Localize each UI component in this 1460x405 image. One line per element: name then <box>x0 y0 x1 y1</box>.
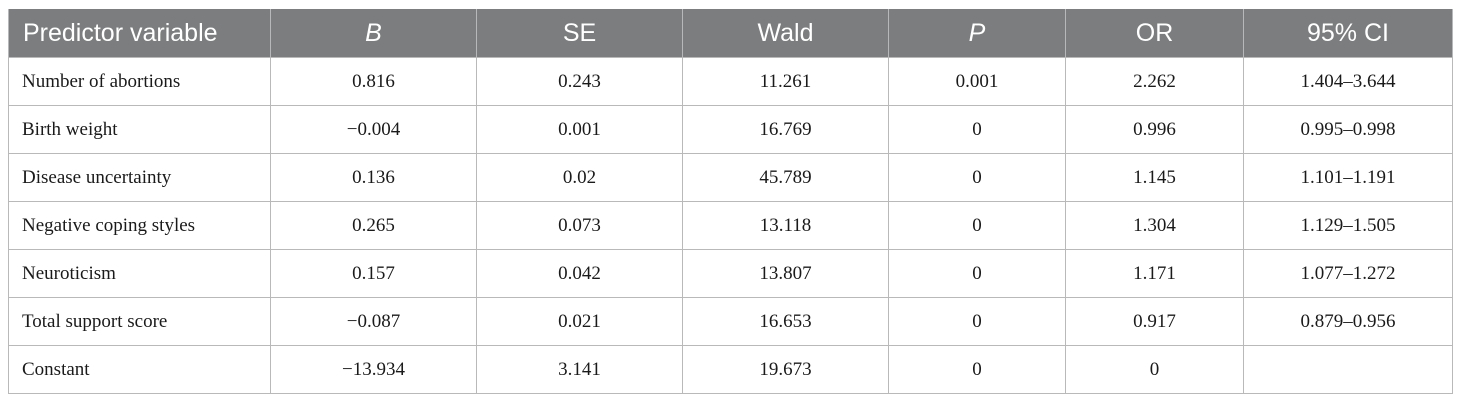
ci-cell: 1.404–3.644 <box>1243 57 1453 106</box>
ci-cell: 1.077–1.272 <box>1243 249 1453 298</box>
header-95-ci: 95% CI <box>1243 9 1453 58</box>
p-cell: 0 <box>888 297 1066 346</box>
p-cell: 0 <box>888 153 1066 202</box>
p-cell: 0 <box>888 201 1066 250</box>
b-cell: 0.136 <box>270 153 477 202</box>
se-cell: 3.141 <box>476 345 683 394</box>
or-cell: 1.145 <box>1065 153 1244 202</box>
b-cell: −0.087 <box>270 297 477 346</box>
header-p: P <box>888 9 1066 58</box>
table-row: Disease uncertainty 0.136 0.02 45.789 0 … <box>8 153 1453 202</box>
p-cell: 0.001 <box>888 57 1066 106</box>
se-cell: 0.02 <box>476 153 683 202</box>
wald-cell: 13.118 <box>682 201 889 250</box>
table-row: Birth weight −0.004 0.001 16.769 0 0.996… <box>8 105 1453 154</box>
or-cell: 1.171 <box>1065 249 1244 298</box>
table-row: Constant −13.934 3.141 19.673 0 0 <box>8 345 1453 394</box>
b-cell: 0.816 <box>270 57 477 106</box>
p-cell: 0 <box>888 105 1066 154</box>
predictor-name-cell: Constant <box>8 345 271 394</box>
predictor-name-cell: Negative coping styles <box>8 201 271 250</box>
header-se: SE <box>476 9 683 58</box>
header-or: OR <box>1065 9 1244 58</box>
ci-cell: 0.879–0.956 <box>1243 297 1453 346</box>
table-row: Number of abortions 0.816 0.243 11.261 0… <box>8 57 1453 106</box>
se-cell: 0.042 <box>476 249 683 298</box>
ci-cell: 0.995–0.998 <box>1243 105 1453 154</box>
table-row: Total support score −0.087 0.021 16.653 … <box>8 297 1453 346</box>
or-cell: 1.304 <box>1065 201 1244 250</box>
wald-cell: 13.807 <box>682 249 889 298</box>
se-cell: 0.021 <box>476 297 683 346</box>
p-cell: 0 <box>888 249 1066 298</box>
header-b: B <box>270 9 477 58</box>
wald-cell: 16.653 <box>682 297 889 346</box>
se-cell: 0.001 <box>476 105 683 154</box>
p-cell: 0 <box>888 345 1066 394</box>
b-cell: 0.157 <box>270 249 477 298</box>
se-cell: 0.073 <box>476 201 683 250</box>
ci-cell: 1.129–1.505 <box>1243 201 1453 250</box>
predictor-name-cell: Number of abortions <box>8 57 271 106</box>
header-wald: Wald <box>682 9 889 58</box>
b-cell: −13.934 <box>270 345 477 394</box>
wald-cell: 45.789 <box>682 153 889 202</box>
predictor-name-cell: Neuroticism <box>8 249 271 298</box>
predictor-name-cell: Total support score <box>8 297 271 346</box>
b-cell: −0.004 <box>270 105 477 154</box>
wald-cell: 16.769 <box>682 105 889 154</box>
wald-cell: 19.673 <box>682 345 889 394</box>
or-cell: 0.917 <box>1065 297 1244 346</box>
wald-cell: 11.261 <box>682 57 889 106</box>
header-row: Predictor variable B SE Wald P OR 95% CI <box>8 9 1453 58</box>
ci-cell <box>1243 345 1453 394</box>
predictor-name-cell: Birth weight <box>8 105 271 154</box>
predictor-name-cell: Disease uncertainty <box>8 153 271 202</box>
or-cell: 0 <box>1065 345 1244 394</box>
header-predictor-variable: Predictor variable <box>8 9 271 58</box>
or-cell: 2.262 <box>1065 57 1244 106</box>
regression-results-table: Predictor variable B SE Wald P OR 95% CI… <box>8 9 1453 394</box>
table-row: Negative coping styles 0.265 0.073 13.11… <box>8 201 1453 250</box>
ci-cell: 1.101–1.191 <box>1243 153 1453 202</box>
table-row: Neuroticism 0.157 0.042 13.807 0 1.171 1… <box>8 249 1453 298</box>
b-cell: 0.265 <box>270 201 477 250</box>
or-cell: 0.996 <box>1065 105 1244 154</box>
se-cell: 0.243 <box>476 57 683 106</box>
